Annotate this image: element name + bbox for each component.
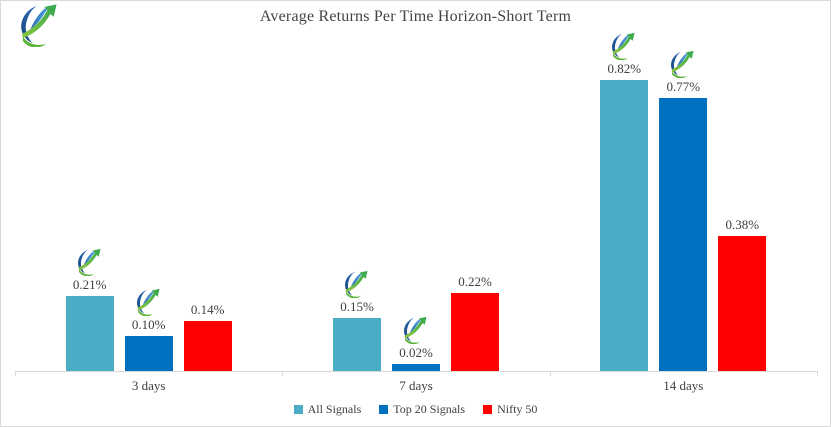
- data-label: 0.77%: [666, 78, 701, 94]
- bar-all-signals-7-days: [333, 317, 381, 371]
- bar-all-signals-3-days: [65, 296, 114, 371]
- legend-label: Top 20 Signals: [393, 401, 466, 416]
- x-axis-tick: [549, 371, 551, 376]
- data-label: 0.14%: [190, 302, 225, 318]
- x-axis-tick: [282, 371, 284, 376]
- x-axis-tick: [817, 371, 818, 376]
- legend-swatch: [379, 404, 389, 414]
- x-axis-label-3-days: 3 days: [131, 378, 166, 393]
- x-axis-label-14-days: 14 days: [663, 378, 704, 393]
- data-label: 0.10%: [131, 316, 166, 332]
- data-label: 0.21%: [72, 277, 107, 293]
- growth-swoosh-arrow-logo-icon: [342, 270, 372, 298]
- bar-nifty-50-14-days: [718, 236, 767, 371]
- legend-swatch: [483, 404, 493, 414]
- x-axis-line: [15, 371, 817, 372]
- data-label: 0.38%: [725, 217, 760, 233]
- legend-item-top-20-signals: Top 20 Signals: [379, 402, 465, 417]
- legend: All Signals Top 20 Signals Nifty 50: [1, 400, 830, 418]
- chart-title: Average Returns Per Time Horizon-Short T…: [259, 8, 572, 25]
- data-label: 0.02%: [399, 344, 433, 360]
- growth-swoosh-arrow-logo-icon: [609, 32, 639, 60]
- legend-item-nifty-50: Nifty 50: [483, 402, 537, 417]
- x-axis-tick: [15, 371, 16, 376]
- bar-top-20-signals-7-days: [392, 363, 440, 371]
- bar-top-20-signals-14-days: [659, 97, 708, 371]
- growth-swoosh-arrow-logo-icon: [75, 248, 105, 276]
- bar-top-20-signals-3-days: [124, 335, 173, 371]
- growth-swoosh-arrow-logo-icon: [668, 50, 698, 78]
- data-label: 0.15%: [340, 298, 374, 314]
- bar-nifty-50-7-days: [451, 292, 499, 371]
- data-label: 0.22%: [458, 273, 492, 289]
- bar-all-signals-14-days: [600, 79, 649, 371]
- bar-nifty-50-3-days: [183, 321, 232, 371]
- data-label: 0.82%: [607, 60, 642, 76]
- legend-item-all-signals: All Signals: [293, 401, 362, 417]
- growth-swoosh-arrow-logo-icon: [134, 288, 164, 316]
- x-axis-label-7-days: 7 days: [399, 378, 433, 393]
- legend-label: Nifty 50: [497, 401, 538, 416]
- legend-swatch: [293, 404, 303, 414]
- legend-label: All Signals: [307, 401, 362, 416]
- growth-swoosh-arrow-logo-icon: [401, 316, 431, 344]
